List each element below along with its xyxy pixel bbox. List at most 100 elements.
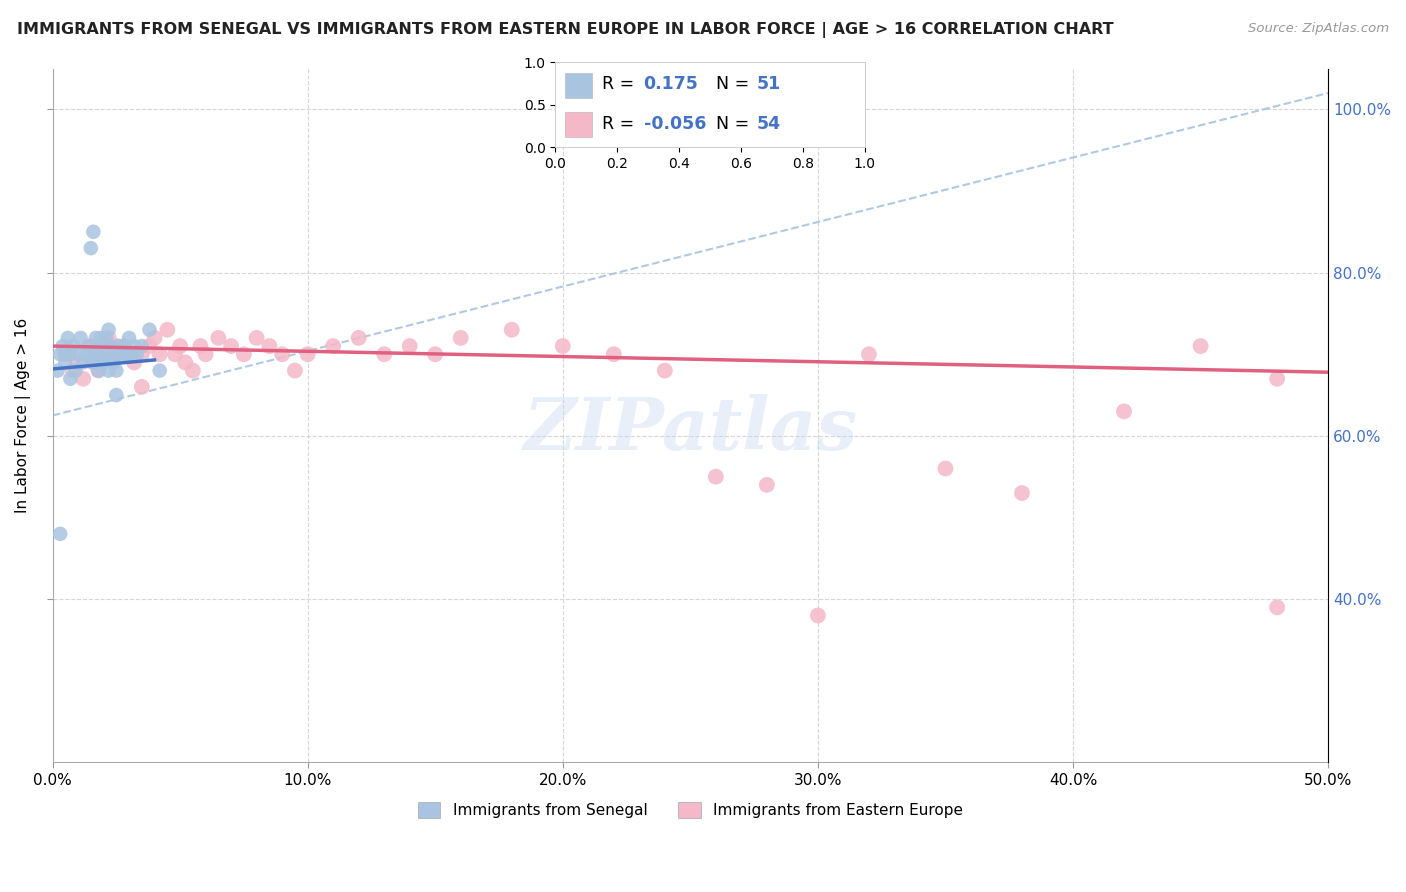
Point <box>94 347 117 361</box>
Text: IMMIGRANTS FROM SENEGAL VS IMMIGRANTS FROM EASTERN EUROPE IN LABOR FORCE | AGE >: IMMIGRANTS FROM SENEGAL VS IMMIGRANTS FR… <box>17 22 1114 38</box>
Point <box>53 347 76 361</box>
Point <box>80 347 103 361</box>
Point <box>156 323 179 337</box>
Point <box>62 339 84 353</box>
Point <box>93 347 115 361</box>
Point <box>143 331 166 345</box>
Point <box>59 347 82 361</box>
Point <box>82 225 104 239</box>
Point <box>53 355 76 369</box>
Point <box>131 339 153 353</box>
Point <box>131 380 153 394</box>
Text: R =: R = <box>602 75 640 93</box>
Point <box>1112 404 1135 418</box>
Point <box>105 339 128 353</box>
Text: ZIPatlas: ZIPatlas <box>523 394 858 465</box>
Point <box>52 339 75 353</box>
Point <box>654 363 676 377</box>
Point <box>138 323 160 337</box>
Point <box>69 331 91 345</box>
Point <box>190 339 212 353</box>
Point <box>105 363 128 377</box>
Point <box>118 347 141 361</box>
Point <box>121 347 143 361</box>
Point <box>53 347 76 361</box>
Point <box>72 355 94 369</box>
Point <box>84 331 107 345</box>
Point <box>87 339 110 353</box>
Point <box>75 347 97 361</box>
Point <box>112 339 135 353</box>
Point <box>271 347 294 361</box>
Point <box>105 347 128 361</box>
Point <box>62 363 84 377</box>
Point <box>1189 339 1212 353</box>
Point <box>138 339 160 353</box>
Point <box>67 355 90 369</box>
Point <box>82 355 104 369</box>
Text: N =: N = <box>716 115 755 133</box>
Point <box>284 363 307 377</box>
Point <box>207 331 229 345</box>
Point <box>425 347 447 361</box>
Point <box>103 355 125 369</box>
Point <box>108 339 131 353</box>
Point <box>59 372 82 386</box>
Point <box>100 347 122 361</box>
Point <box>122 339 145 353</box>
Point <box>169 339 191 353</box>
Point <box>118 331 141 345</box>
Point <box>65 363 87 377</box>
Point <box>97 323 120 337</box>
Point <box>112 339 135 353</box>
Point <box>322 339 344 353</box>
Point <box>149 347 172 361</box>
Point <box>105 347 128 361</box>
Point <box>174 355 197 369</box>
Point <box>259 339 281 353</box>
Point <box>87 363 110 377</box>
Point <box>934 461 956 475</box>
Point <box>80 339 103 353</box>
Point <box>704 469 727 483</box>
Point <box>97 331 120 345</box>
Point <box>219 339 242 353</box>
Point <box>67 347 90 361</box>
Point <box>110 347 132 361</box>
Text: -0.056: -0.056 <box>644 115 706 133</box>
Point <box>49 347 72 361</box>
Point <box>450 331 472 345</box>
Point <box>97 363 120 377</box>
Point <box>77 339 100 353</box>
Point <box>131 347 153 361</box>
Point <box>603 347 626 361</box>
Point <box>46 363 69 377</box>
Point <box>105 388 128 402</box>
Bar <box>565 72 592 98</box>
Text: Source: ZipAtlas.com: Source: ZipAtlas.com <box>1249 22 1389 36</box>
Point <box>1265 372 1288 386</box>
Point <box>93 339 115 353</box>
Text: R =: R = <box>602 115 640 133</box>
Point <box>1265 600 1288 615</box>
Point <box>84 347 107 361</box>
Point <box>49 526 72 541</box>
Point <box>551 339 574 353</box>
Point <box>80 241 103 255</box>
Text: 51: 51 <box>756 75 780 93</box>
Point <box>246 331 269 345</box>
Point <box>807 608 830 623</box>
Point <box>232 347 254 361</box>
Point <box>72 372 94 386</box>
Point <box>858 347 880 361</box>
Point <box>163 347 186 361</box>
Point <box>373 347 395 361</box>
Point <box>93 355 115 369</box>
Point <box>115 347 138 361</box>
Point <box>125 347 148 361</box>
Point <box>501 323 523 337</box>
Point <box>1011 486 1033 500</box>
Point <box>93 347 115 361</box>
Point <box>398 339 420 353</box>
Point <box>297 347 319 361</box>
